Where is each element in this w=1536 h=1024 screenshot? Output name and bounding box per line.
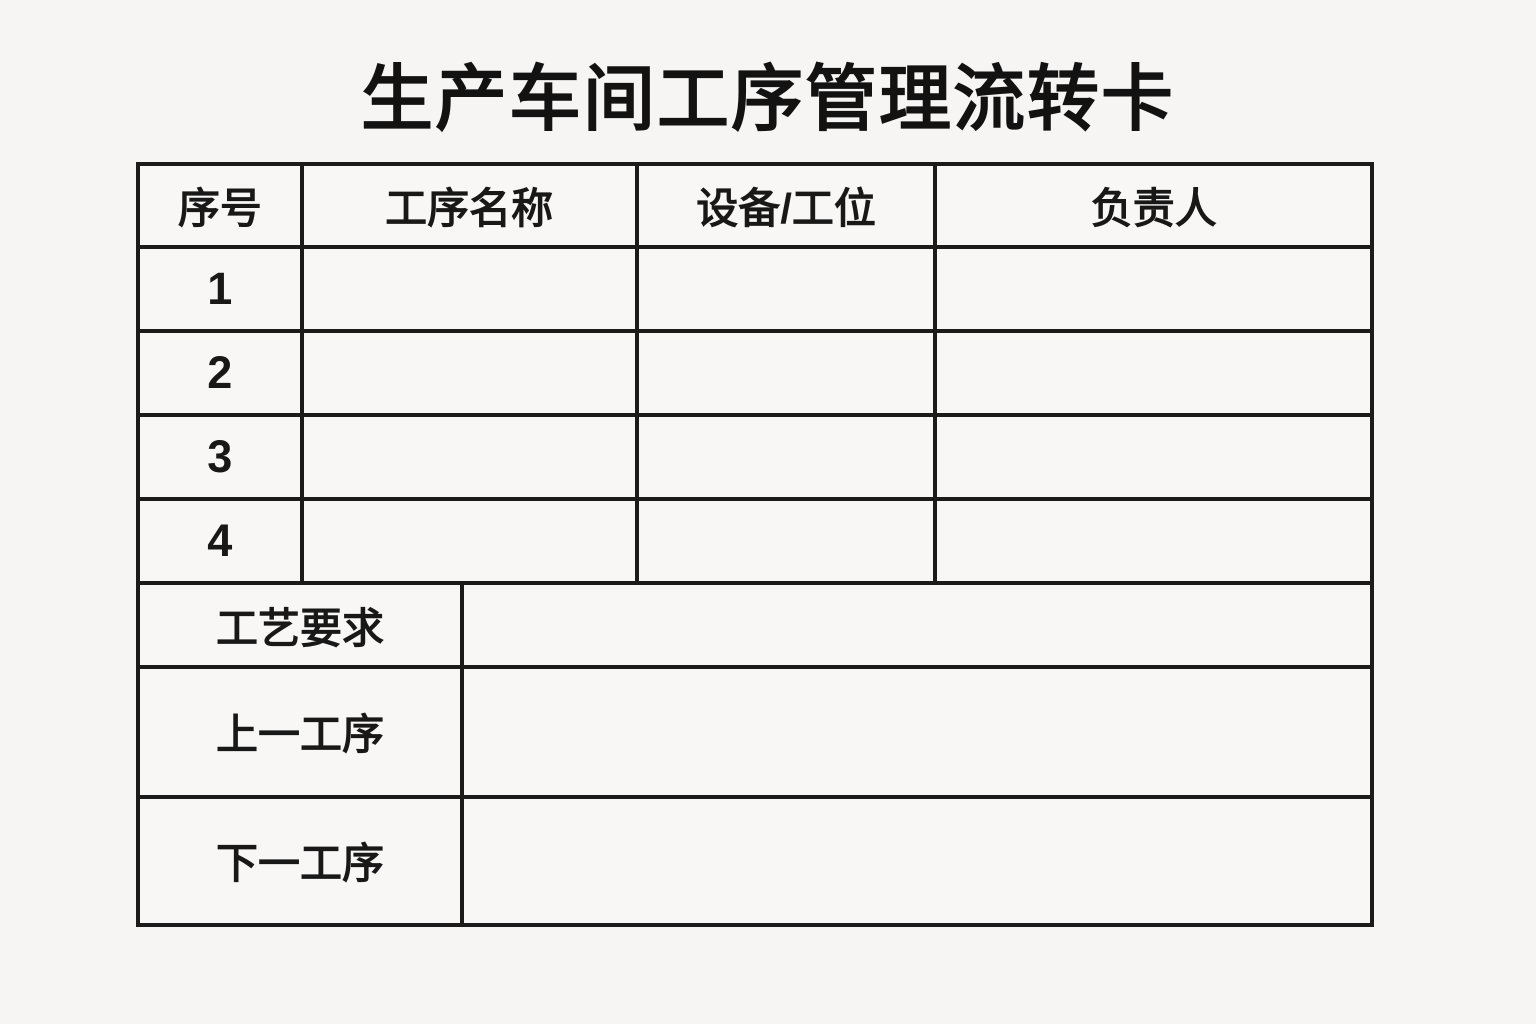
- page-title: 生产车间工序管理流转卡: [360, 60, 1175, 140]
- row-3-index: 3: [140, 417, 300, 497]
- detail-label-process-requirements: 工艺要求: [140, 585, 460, 666]
- row-3-equipment-cell: [638, 417, 934, 497]
- row-4-index: 4: [140, 501, 300, 581]
- row-3-owner-cell: [937, 417, 1370, 497]
- row-1-index: 1: [140, 249, 300, 329]
- column-header-owner: 负责人: [937, 166, 1370, 245]
- detail-value-previous-process: [464, 669, 1370, 795]
- row-4-owner-cell: [937, 501, 1370, 581]
- row-2-owner-cell: [937, 333, 1370, 413]
- flow-card: 序号 工序名称 设备/工位 负责人 1 2 3 4: [136, 162, 1374, 927]
- row-4-process-name-cell: [303, 501, 635, 581]
- column-header-serial-number: 序号: [140, 166, 300, 245]
- column-header-equipment-station: 设备/工位: [638, 166, 934, 245]
- row-2-index: 2: [140, 333, 300, 413]
- row-2-equipment-cell: [638, 333, 934, 413]
- row-1-owner-cell: [937, 249, 1370, 329]
- process-table: 序号 工序名称 设备/工位 负责人 1 2 3 4: [140, 166, 1370, 581]
- row-1-process-name-cell: [303, 249, 635, 329]
- detail-label-previous-process: 上一工序: [140, 669, 460, 795]
- row-2-process-name-cell: [303, 333, 635, 413]
- detail-value-next-process: [464, 798, 1370, 923]
- detail-value-process-requirements: [464, 585, 1370, 666]
- row-4-equipment-cell: [638, 501, 934, 581]
- column-header-process-name: 工序名称: [303, 166, 635, 245]
- detail-table: 工艺要求 上一工序 下一工序: [140, 585, 1370, 923]
- row-1-equipment-cell: [638, 249, 934, 329]
- detail-label-next-process: 下一工序: [140, 798, 460, 923]
- row-3-process-name-cell: [303, 417, 635, 497]
